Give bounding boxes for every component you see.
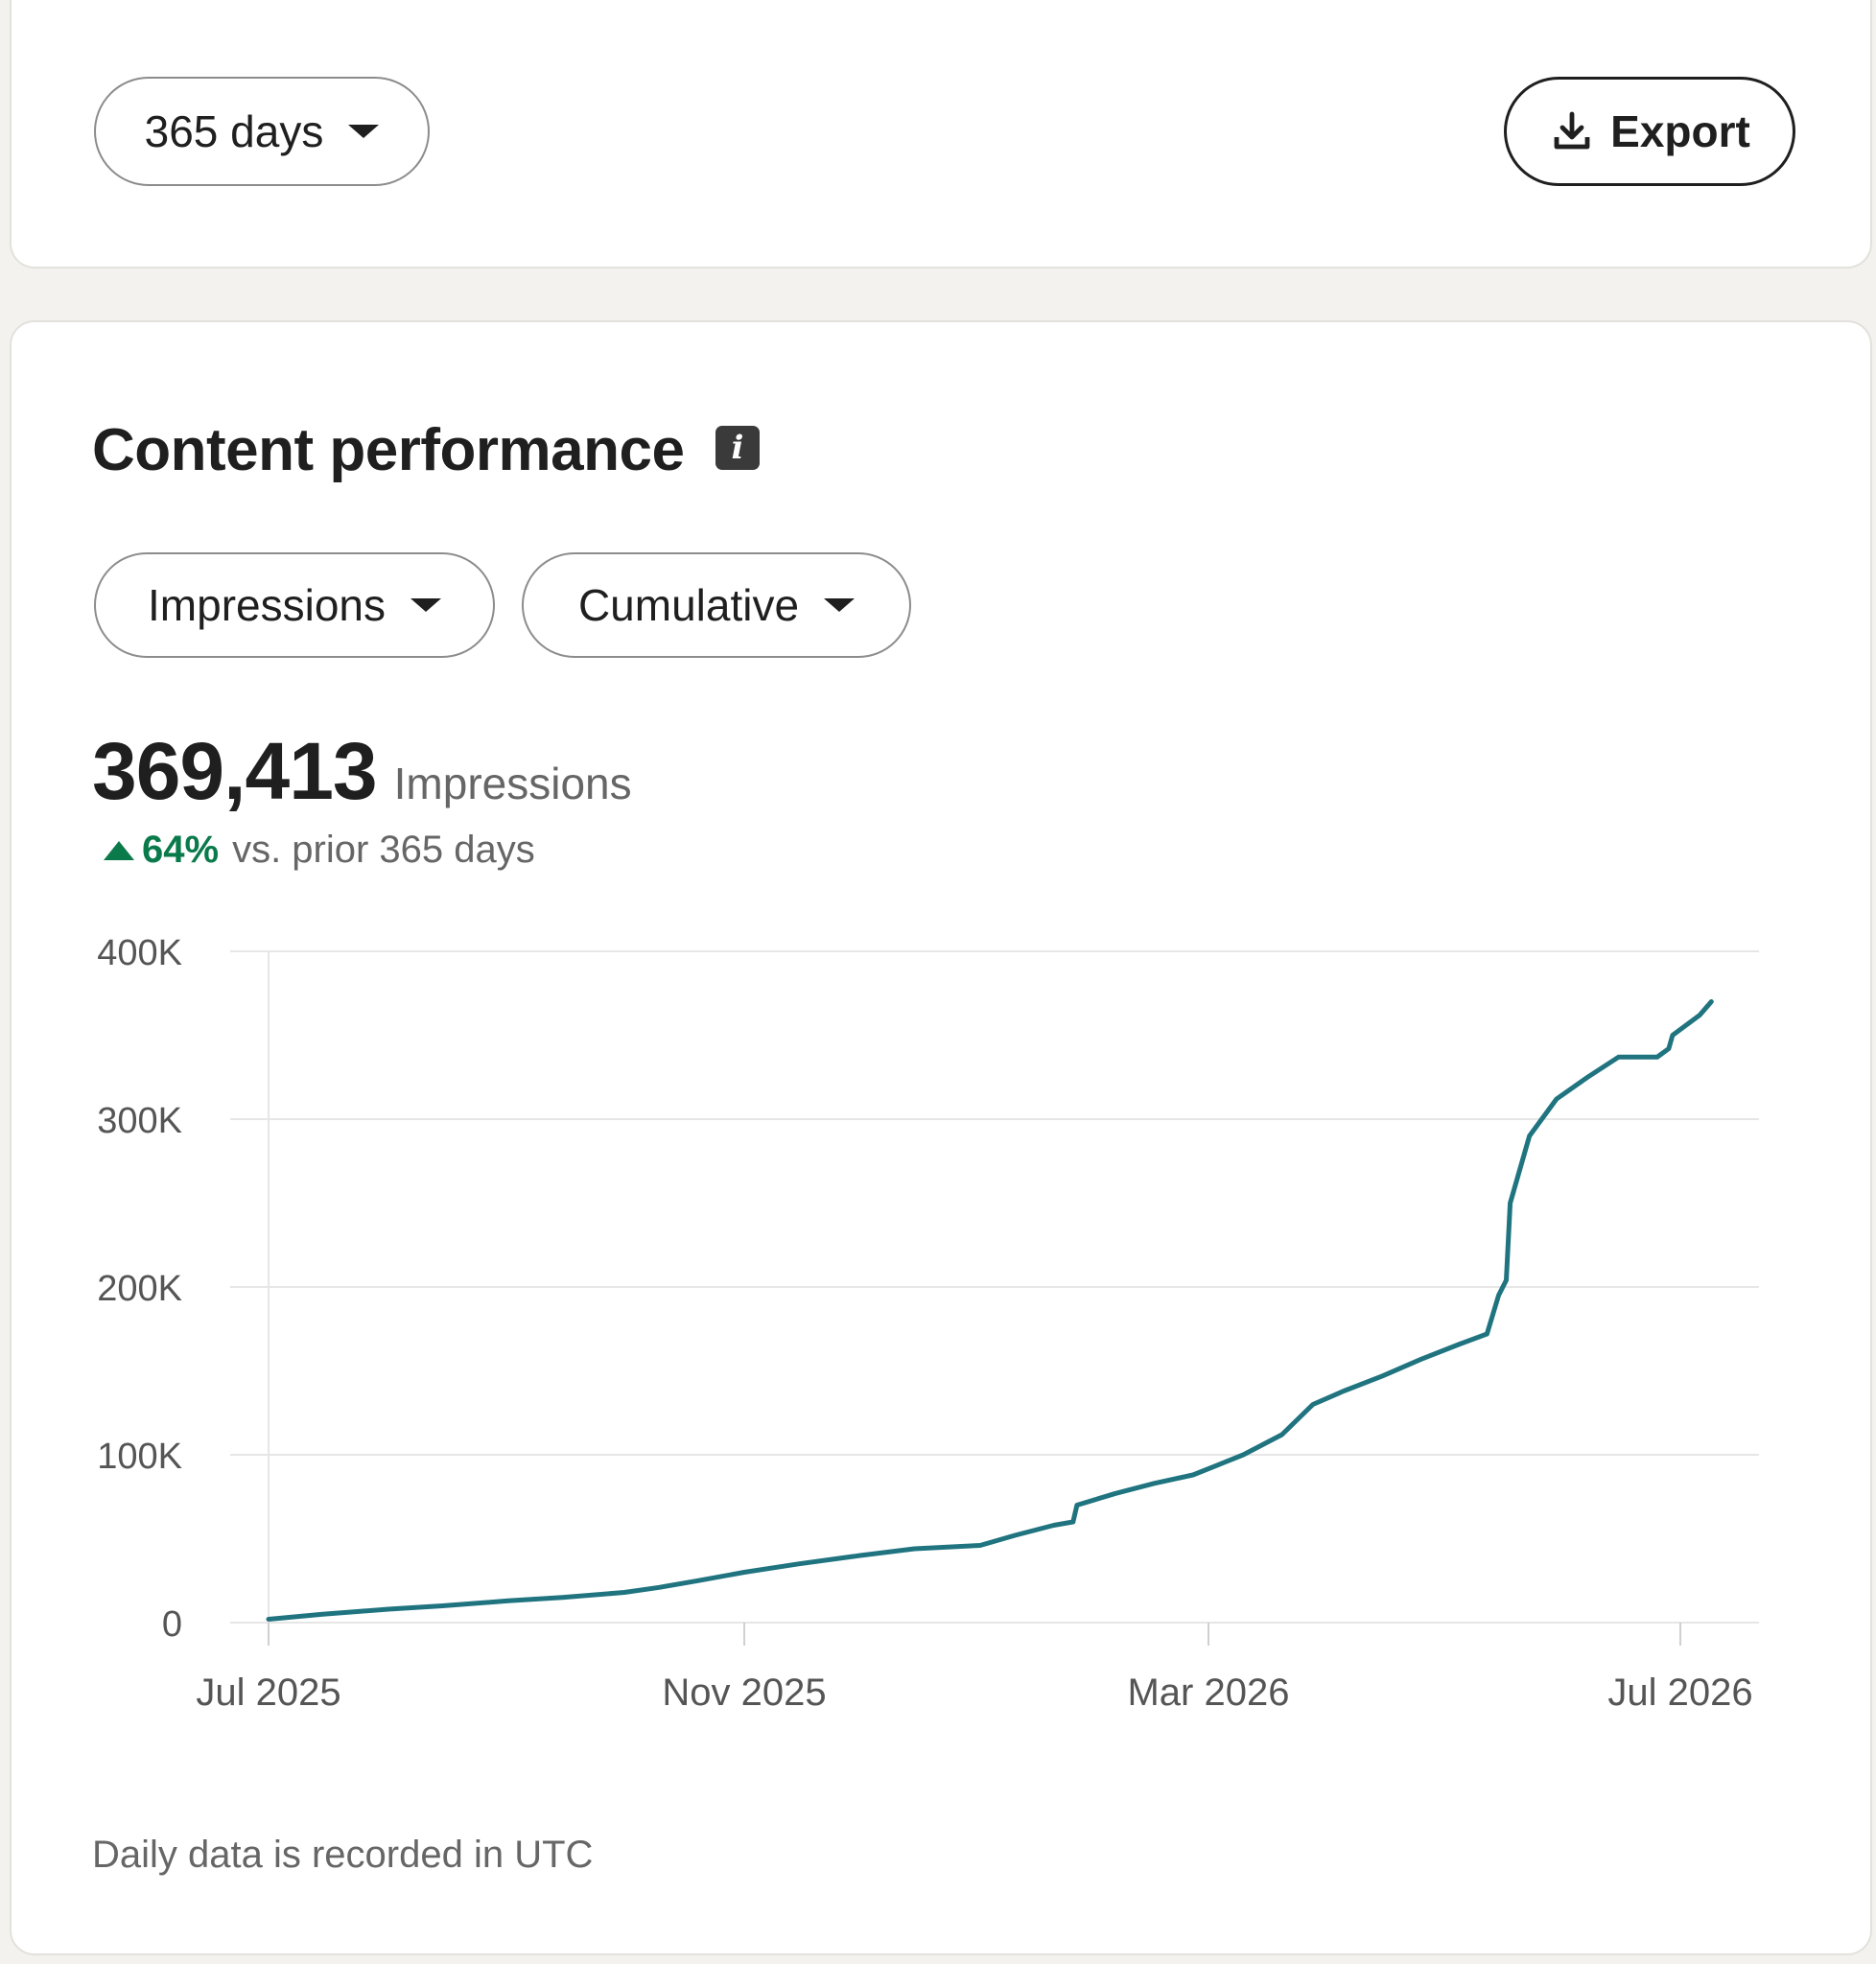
caret-down-icon bbox=[410, 598, 441, 612]
panel-title: Content performance bbox=[92, 417, 685, 483]
y-tick-label: 400K bbox=[97, 933, 182, 973]
total-value: 369,413 bbox=[92, 726, 378, 816]
caret-down-icon bbox=[348, 125, 380, 138]
metric-dropdown[interactable]: Impressions bbox=[94, 552, 495, 658]
x-tick-label: Jul 2026 bbox=[1607, 1672, 1752, 1714]
y-tick-label: 100K bbox=[97, 1437, 182, 1477]
change-indicator: 64% vs. prior 365 days bbox=[104, 829, 535, 872]
export-button[interactable]: Export bbox=[1504, 77, 1795, 186]
y-tick-label: 0 bbox=[162, 1604, 182, 1645]
metric-label: Impressions bbox=[148, 580, 386, 630]
total-unit: Impressions bbox=[393, 759, 632, 808]
date-range-dropdown[interactable]: 365 days bbox=[94, 77, 430, 186]
y-tick-label: 300K bbox=[97, 1101, 182, 1141]
change-comparison: vs. prior 365 days bbox=[232, 829, 535, 871]
series-line bbox=[266, 999, 1714, 1622]
toolbar-card: 365 days Export bbox=[10, 0, 1872, 269]
content-performance-card: Content performance i Impressions Cumula… bbox=[10, 320, 1872, 1955]
date-range-label: 365 days bbox=[144, 106, 324, 156]
y-tick-label: 200K bbox=[97, 1269, 182, 1309]
caret-down-icon bbox=[824, 598, 856, 612]
mode-dropdown[interactable]: Cumulative bbox=[522, 552, 911, 658]
x-tick-label: Mar 2026 bbox=[1127, 1672, 1289, 1714]
mode-label: Cumulative bbox=[577, 580, 800, 630]
download-icon bbox=[1554, 111, 1590, 150]
impressions-line-chart: 0 100K 200K 300K 400K Jul 2025 Nov 2025 Mar 202… bbox=[97, 933, 1759, 1714]
x-tick-label: Nov 2025 bbox=[662, 1672, 826, 1714]
info-icon[interactable]: i bbox=[715, 426, 760, 470]
total-metric: 369,413 Impressions bbox=[92, 725, 632, 818]
export-label: Export bbox=[1610, 106, 1750, 156]
change-percent: 64% bbox=[142, 829, 220, 871]
footnote: Daily data is recorded in UTC bbox=[92, 1834, 594, 1876]
x-tick-label: Jul 2025 bbox=[196, 1672, 340, 1714]
arrow-up-icon bbox=[104, 840, 134, 860]
